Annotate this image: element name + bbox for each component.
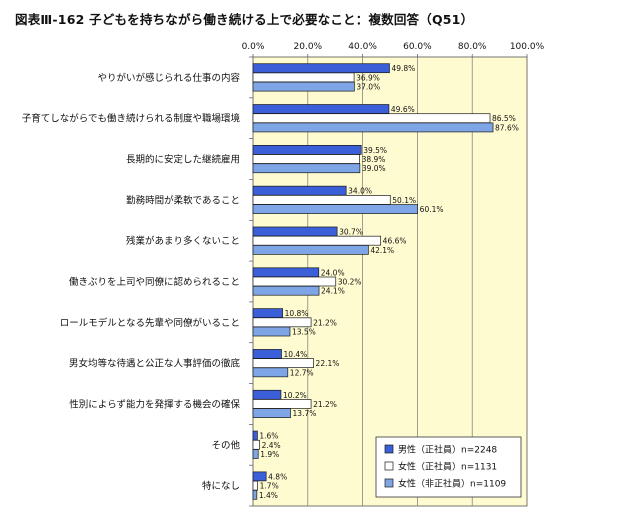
data-label: 21.2%	[313, 318, 337, 327]
bar	[252, 72, 355, 83]
legend-label: 女性（非正社員）n=1109	[398, 478, 506, 490]
bar	[252, 349, 282, 359]
x-tick-label: 40.0%	[348, 42, 377, 52]
data-label: 30.7%	[339, 227, 363, 236]
bar	[252, 358, 314, 368]
bar	[252, 449, 259, 459]
bar	[252, 226, 338, 237]
data-label: 50.1%	[392, 196, 416, 205]
data-label: 24.0%	[321, 268, 345, 277]
data-label: 1.7%	[260, 482, 279, 491]
data-label: 4.8%	[268, 472, 287, 481]
data-label: 86.5%	[492, 114, 516, 123]
x-tick-label: 80.0%	[458, 42, 487, 52]
data-label: 49.8%	[391, 64, 415, 73]
bar	[252, 308, 283, 318]
data-label: 13.7%	[293, 409, 317, 418]
legend-swatch	[384, 461, 394, 471]
category-label: その他	[211, 439, 240, 451]
bar	[252, 63, 390, 74]
legend-label: 男性（正社員）n=2248	[398, 444, 497, 456]
data-label: 1.6%	[259, 432, 278, 441]
data-label: 1.4%	[259, 491, 278, 500]
bar	[252, 81, 355, 92]
category-label: 勤務時間が柔軟であること	[126, 194, 240, 206]
category-label: やりがいが感じられる仕事の内容	[97, 72, 240, 84]
data-label: 22.1%	[316, 359, 340, 368]
x-tick-label: 0.0%	[242, 42, 265, 52]
data-label: 24.1%	[321, 287, 345, 296]
data-label: 10.2%	[283, 391, 307, 400]
data-label: 30.2%	[338, 278, 362, 287]
x-tick-label: 100.0%	[510, 42, 545, 52]
legend-swatch	[384, 444, 394, 454]
data-label: 46.6%	[383, 237, 407, 246]
data-label: 12.7%	[290, 368, 314, 377]
category-label: 男女均等な待遇と公正な人事評価の徹底	[69, 358, 241, 370]
category-label: 長期的に安定した継続雇用	[126, 154, 240, 166]
data-label: 42.1%	[370, 246, 394, 255]
category-label: ロールモデルとなる先輩や同僚がいること	[60, 317, 240, 329]
bar	[252, 317, 312, 328]
category-label: 働きぶりを上司や同僚に認められること	[69, 276, 240, 288]
legend	[375, 436, 522, 498]
data-label: 34.0%	[348, 187, 372, 196]
bar	[252, 154, 360, 164]
data-label: 21.2%	[313, 400, 337, 409]
category-label: 残業があまり多くないこと	[126, 235, 240, 247]
bar	[252, 113, 491, 124]
category-label: 特になし	[202, 480, 240, 492]
bar	[252, 245, 369, 255]
bar	[252, 185, 347, 196]
bar	[252, 276, 337, 287]
data-label: 49.6%	[391, 105, 415, 114]
data-label: 39.5%	[363, 146, 387, 155]
bar	[252, 471, 267, 482]
data-label: 2.4%	[262, 441, 281, 450]
data-label: 10.8%	[285, 309, 309, 318]
legend-swatch	[384, 478, 394, 488]
bar	[252, 408, 291, 419]
bar	[252, 122, 494, 133]
bar	[252, 267, 320, 278]
data-label: 60.1%	[420, 205, 444, 214]
data-label: 87.6%	[495, 123, 519, 132]
bar	[252, 204, 419, 214]
data-label: 38.9%	[362, 155, 386, 164]
data-label: 1.9%	[260, 450, 279, 459]
x-tick-label: 60.0%	[403, 42, 432, 52]
category-label: 性別によらず能力を発揮する機会の確保	[69, 398, 240, 410]
bar	[252, 326, 291, 337]
bar	[252, 104, 390, 114]
bar	[252, 144, 362, 155]
legend-label: 女性（正社員）n=1131	[398, 461, 497, 473]
bar	[252, 163, 361, 174]
bar	[252, 480, 259, 491]
chart-title: 図表Ⅲ-162 子どもを持ちながら働き続ける上で必要なこと：複数回答（Q51）	[15, 12, 474, 27]
bar	[252, 235, 382, 246]
data-label: 36.9%	[356, 73, 380, 82]
bar	[252, 489, 258, 500]
data-label: 39.0%	[362, 164, 386, 173]
bar	[252, 430, 258, 441]
bar	[252, 285, 320, 296]
bar	[252, 367, 289, 378]
category-label: 子育てしながらでも働き続けられる制度や職場環境	[22, 113, 241, 125]
data-label: 10.4%	[283, 350, 307, 359]
bar	[252, 439, 260, 450]
bar	[252, 389, 282, 400]
x-tick-label: 20.0%	[294, 42, 323, 52]
data-label: 13.5%	[292, 328, 316, 337]
data-label: 37.0%	[356, 83, 380, 92]
bar	[252, 399, 312, 409]
bar	[252, 195, 391, 205]
